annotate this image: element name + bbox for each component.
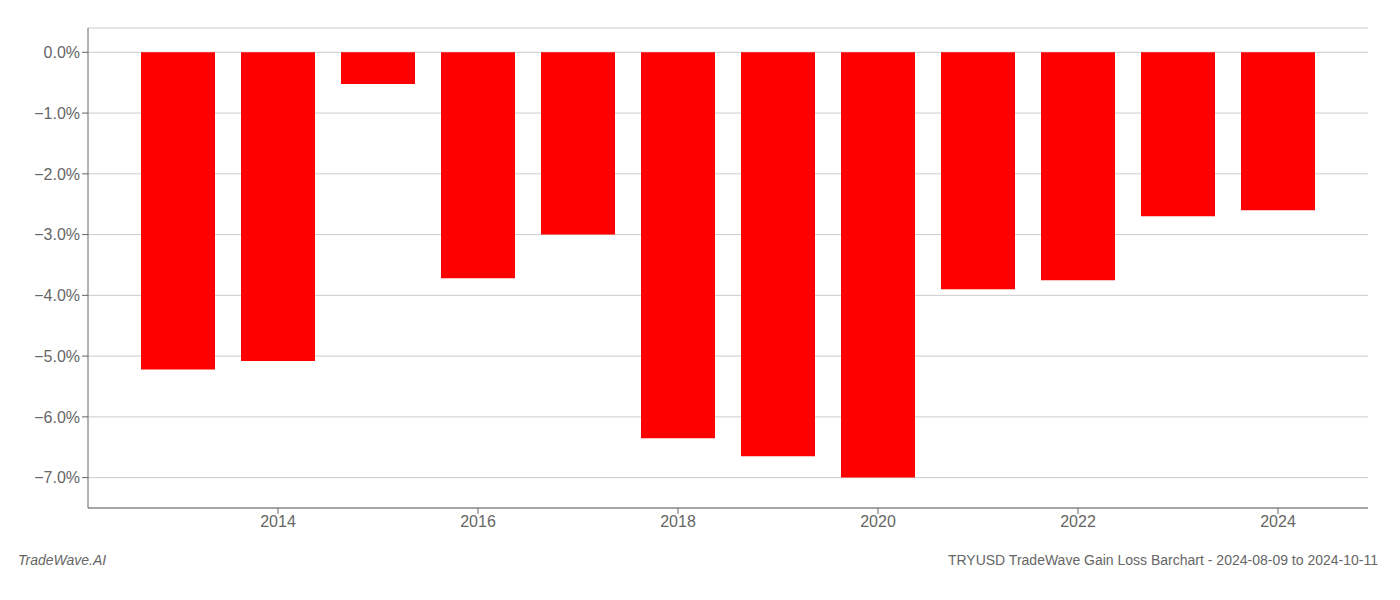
svg-text:−5.0%: −5.0%	[34, 348, 80, 365]
html-text:TradeWave.AI: TradeWave.AI	[18, 552, 107, 568]
html-text:TRYUSD TradeWave Gain Loss Bar: TRYUSD TradeWave Gain Loss Barchart - 20…	[947, 552, 1378, 568]
svg-text:−3.0%: −3.0%	[34, 226, 80, 243]
svg-text:2018: 2018	[660, 513, 696, 530]
svg-text:0.0%: 0.0%	[44, 44, 80, 61]
svg-text:2020: 2020	[860, 513, 896, 530]
svg-text:2016: 2016	[460, 513, 496, 530]
svg-text:−4.0%: −4.0%	[34, 287, 80, 304]
svg-text:−2.0%: −2.0%	[34, 166, 80, 183]
svg-text:−1.0%: −1.0%	[34, 105, 80, 122]
svg-text:2022: 2022	[1060, 513, 1096, 530]
svg-text:−7.0%: −7.0%	[34, 469, 80, 486]
svg-text:−6.0%: −6.0%	[34, 409, 80, 426]
svg-text:2014: 2014	[260, 513, 296, 530]
svg-text:2024: 2024	[1260, 513, 1296, 530]
